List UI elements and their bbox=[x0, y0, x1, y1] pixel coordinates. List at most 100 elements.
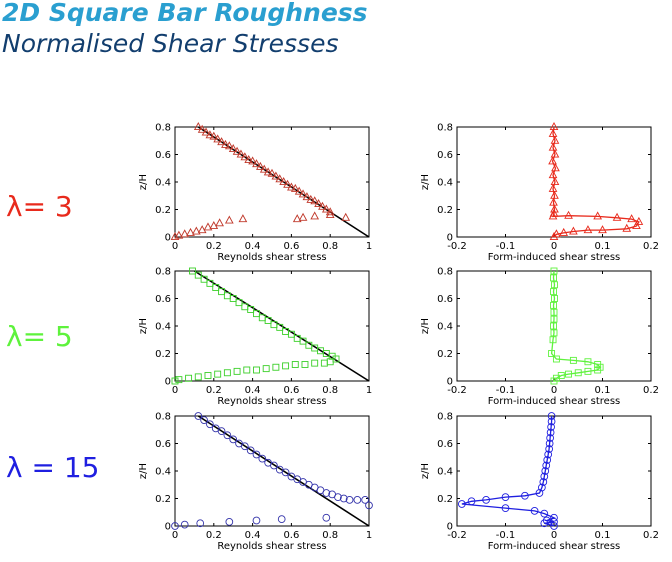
data-point-triangle bbox=[306, 194, 316, 203]
y-tick-label: 0.2 bbox=[437, 494, 453, 505]
data-point-triangle bbox=[550, 177, 560, 186]
data-point-triangle bbox=[550, 190, 559, 199]
data-point-triangle bbox=[325, 210, 335, 219]
data-point-square bbox=[552, 355, 560, 363]
x-tick-label: -0.1 bbox=[496, 241, 516, 252]
data-point-triangle bbox=[283, 179, 292, 188]
data-point-triangle bbox=[244, 155, 254, 164]
x-tick-label: 0.1 bbox=[595, 385, 611, 396]
row-label-lambda-5: λ= 5 bbox=[6, 320, 73, 353]
x-tick-label: 0.8 bbox=[322, 530, 338, 541]
y-tick-label: 0 bbox=[447, 377, 453, 388]
x-tick-label: -0.2 bbox=[447, 241, 467, 252]
axes-frame bbox=[456, 415, 652, 527]
data-point-circle bbox=[539, 478, 548, 486]
data-point-circle bbox=[530, 507, 539, 515]
data-point-circle bbox=[546, 428, 555, 437]
y-tick-label: 0.8 bbox=[437, 412, 453, 423]
x-tick-label: 0 bbox=[551, 385, 557, 396]
y-tick-label: 0.8 bbox=[437, 267, 453, 278]
data-point-square bbox=[550, 274, 557, 282]
data-point-triangle bbox=[287, 182, 296, 191]
axes-frame bbox=[174, 415, 370, 527]
data-point-circle bbox=[501, 493, 510, 501]
data-point-square bbox=[550, 288, 557, 296]
data-point-triangle bbox=[549, 208, 559, 217]
data-point-triangle bbox=[224, 141, 234, 150]
data-point-circle bbox=[482, 496, 490, 504]
data-point-square bbox=[235, 299, 243, 307]
x-tick-label: 0.8 bbox=[322, 385, 338, 396]
y-tick-label: 0.4 bbox=[437, 178, 453, 189]
data-point-triangle bbox=[256, 161, 265, 170]
data-point-triangle bbox=[298, 189, 308, 198]
data-point-square bbox=[594, 366, 602, 374]
data-point-circle bbox=[547, 417, 556, 426]
data-point-triangle bbox=[252, 159, 261, 168]
x-axis-label: Reynolds shear stress bbox=[217, 396, 326, 407]
data-point-circle bbox=[545, 445, 554, 453]
data-point-circle bbox=[240, 442, 249, 451]
y-axis-label: z/H bbox=[138, 174, 149, 190]
data-point-circle bbox=[322, 489, 331, 497]
data-point-square bbox=[233, 367, 241, 375]
data-point-square bbox=[200, 275, 208, 283]
data-point-square bbox=[229, 295, 237, 302]
data-point-circle bbox=[501, 504, 510, 512]
data-point-square bbox=[548, 350, 556, 357]
x-tick-label: 0 bbox=[172, 241, 178, 252]
y-tick-label: 0.4 bbox=[155, 178, 171, 189]
x-tick-label: -0.2 bbox=[447, 385, 467, 396]
y-tick-label: 0 bbox=[165, 233, 171, 244]
data-point-triangle bbox=[271, 171, 281, 180]
x-tick-label: 0.6 bbox=[283, 385, 299, 396]
axes-frame bbox=[174, 270, 370, 382]
data-point-triangle bbox=[294, 186, 304, 195]
data-point-triangle bbox=[622, 223, 632, 232]
data-point-circle bbox=[334, 493, 342, 501]
x-tick-label: 0 bbox=[551, 530, 557, 541]
x-tick-label: 0.2 bbox=[643, 385, 659, 396]
y-tick-label: 0.6 bbox=[155, 439, 171, 450]
data-point-circle bbox=[339, 494, 348, 503]
x-tick-label: 0.8 bbox=[322, 241, 338, 252]
chart-panel: -0.2 -0.1 0 0.1 0.2 0 0.2 0.4 0.6 0.8 Form-induced… bbox=[420, 122, 659, 263]
y-tick-label: 0.6 bbox=[155, 150, 171, 161]
x-tick-label: 0 bbox=[172, 530, 178, 541]
data-point-triangle bbox=[267, 168, 277, 177]
y-tick-label: 0.8 bbox=[155, 267, 171, 278]
y-tick-label: 0.2 bbox=[437, 205, 453, 216]
data-point-triangle bbox=[290, 183, 300, 192]
data-point-circle bbox=[458, 500, 466, 508]
data-point-square bbox=[194, 373, 202, 381]
data-point-triangle bbox=[221, 139, 230, 148]
y-tick-label: 0.8 bbox=[155, 412, 171, 423]
x-tick-label: 1 bbox=[366, 530, 372, 541]
data-point-triangle bbox=[213, 134, 223, 143]
data-point-circle bbox=[180, 520, 189, 529]
data-point-triangle bbox=[548, 142, 558, 151]
data-point-circle bbox=[206, 420, 214, 429]
data-point-triangle bbox=[564, 210, 573, 219]
data-point-circle bbox=[541, 467, 550, 475]
data-point-circle bbox=[252, 516, 261, 525]
data-point-square bbox=[253, 310, 260, 318]
data-point-triangle bbox=[292, 214, 302, 223]
y-axis-label: z/H bbox=[420, 318, 431, 334]
y-tick-label: 0.2 bbox=[155, 494, 171, 505]
y-tick-label: 0.2 bbox=[155, 205, 171, 216]
data-point-triangle bbox=[209, 131, 219, 140]
row-label-lambda-15: λ = 15 bbox=[6, 451, 100, 484]
y-tick-label: 0 bbox=[165, 522, 171, 533]
data-point-square bbox=[171, 377, 179, 385]
data-point-circle bbox=[225, 518, 234, 526]
y-tick-label: 0.4 bbox=[155, 322, 171, 333]
data-point-circle bbox=[258, 454, 267, 463]
x-tick-label: 0 bbox=[551, 241, 557, 252]
x-tick-label: 0.2 bbox=[643, 530, 659, 541]
data-point-square bbox=[247, 306, 255, 313]
data-point-circle bbox=[353, 496, 362, 504]
data-point-square bbox=[253, 366, 260, 374]
data-point-square bbox=[584, 358, 592, 366]
